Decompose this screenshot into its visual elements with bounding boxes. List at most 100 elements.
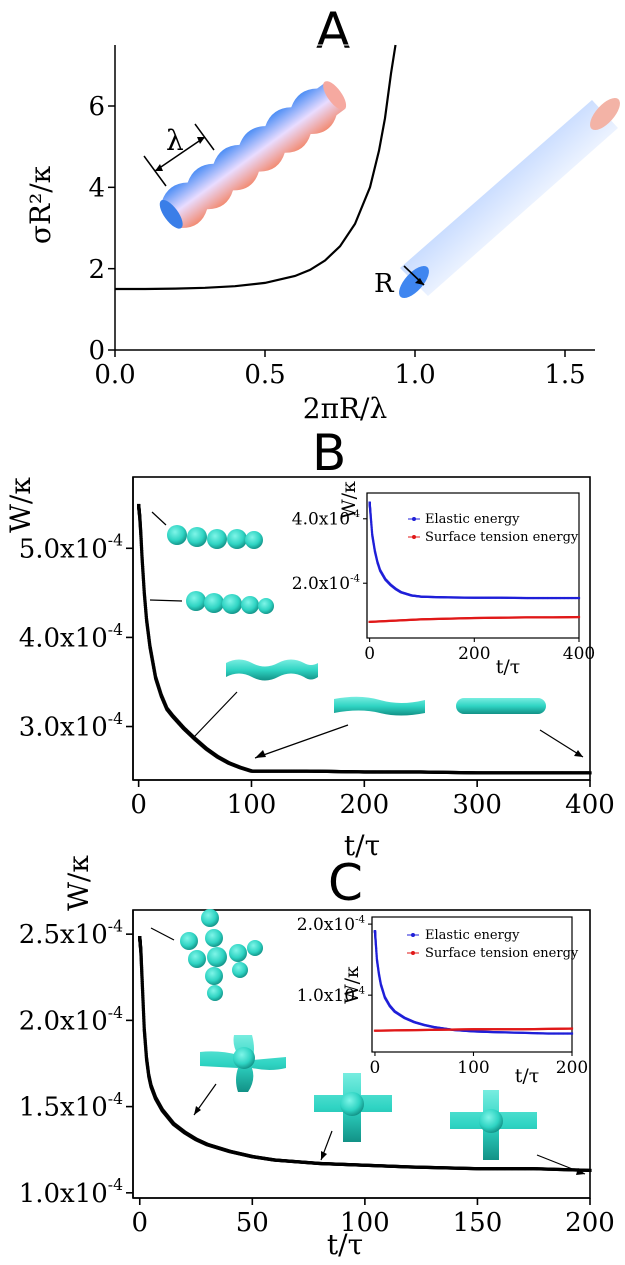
panel-b-point: [139, 538, 143, 542]
panel-c-point: [139, 954, 143, 958]
panel-c-point: [140, 968, 144, 972]
inset-b-elastic-point: [371, 538, 375, 541]
inset-c-elastic-point: [376, 963, 379, 966]
panel-c-point: [140, 976, 144, 980]
arrowhead-c3: [321, 1151, 327, 1160]
inset-b-elastic-point: [509, 596, 512, 599]
panel-b-point: [140, 561, 145, 565]
inset-c-elastic-point: [564, 1032, 567, 1035]
inset-b-elastic-point: [513, 596, 517, 600]
inset-c-elastic-point: [527, 1031, 530, 1035]
panel-c-point: [141, 999, 145, 1004]
inset-b-elastic-point: [525, 596, 528, 600]
panel-a-letter: A: [316, 2, 350, 60]
inset-b-elastic-point: [539, 596, 542, 600]
panel-b-xlabel: t/τ: [344, 829, 380, 862]
panel-c-point: [141, 1005, 145, 1009]
panel-c-point: [139, 956, 143, 960]
inset-c-ylabel: W/κ: [341, 966, 363, 1004]
straight-tube-illustration: [399, 97, 620, 299]
panel-b-point: [146, 630, 150, 634]
inset-b-elastic-point: [501, 596, 504, 599]
panel-c-point: [140, 974, 144, 978]
inset-c-elastic-point: [550, 1032, 553, 1035]
panel-c-point: [142, 1015, 146, 1020]
panel-b-point: [139, 542, 143, 546]
inset-b-elastic-point: [372, 544, 376, 547]
inset-c-elastic-point: [517, 1031, 520, 1034]
inset-b-elastic-point: [375, 558, 379, 561]
inset-b-elastic-point: [554, 596, 558, 600]
inset-b-elastic-point: [369, 511, 372, 515]
inset-c-elastic-point: [539, 1032, 542, 1035]
panel-c-point: [143, 1043, 148, 1047]
inset-b-ytick-label: 4.0x10-4: [292, 509, 360, 530]
inset-c-elastic-point: [375, 949, 378, 953]
radius-arrowhead: [415, 278, 424, 285]
inset-c-elastic-point: [531, 1031, 534, 1035]
inset-c-elastic-point: [525, 1031, 528, 1035]
panel-b-point: [144, 609, 148, 613]
inset-b-elastic-point: [553, 596, 556, 600]
inset-c-xtick-label: 0: [370, 1058, 381, 1078]
inset-b-elastic-point: [370, 527, 373, 530]
panel-c-point: [143, 1036, 147, 1040]
inset-c-elastic-point: [537, 1032, 540, 1035]
panel-a-xtick-label: 0.0: [94, 360, 135, 390]
inset-c-elastic-point: [377, 972, 380, 975]
panel-b-letter: B: [312, 424, 346, 482]
inset-c-xtick-label: 100: [457, 1058, 489, 1078]
panel-c-point: [144, 1053, 148, 1057]
panel-c-ylabel: W/κ: [62, 855, 95, 911]
inset-c-elastic-point: [549, 1032, 552, 1035]
panel-c-point: [141, 997, 145, 1001]
panel-c-ytick-label: 1.5x10-4: [19, 1090, 123, 1123]
panel-b-point: [147, 637, 151, 641]
inset-c-elastic-point: [374, 945, 378, 948]
inset-c-xtick-label: 200: [556, 1058, 588, 1078]
inset-b-elastic-point: [372, 541, 375, 544]
inset-b-elastic-point: [523, 596, 526, 600]
inset-b-surface-point: [577, 615, 581, 619]
panel-b-point: [147, 640, 152, 645]
legend-c-surface: Surface tension energy: [425, 946, 579, 961]
panel-b-point: [145, 625, 150, 630]
inset-b-elastic-point: [370, 522, 373, 525]
panel-b-ylabel: W/κ: [4, 477, 37, 533]
inset-c-elastic-point: [540, 1032, 543, 1035]
panel-c-xtick-label: 100: [340, 1208, 390, 1238]
inset-c-elastic-point: [375, 948, 378, 951]
inset-c-elastic-point: [552, 1032, 556, 1035]
inset-b-elastic-point: [536, 596, 540, 600]
panel-b: B 0 100 200 300 4003.0x10-44.0x10-45.0x10-4 …: [4, 424, 615, 862]
panel-c-point: [139, 959, 143, 963]
inset-c-elastic-point: [568, 1032, 571, 1035]
panel-b-point: [140, 557, 144, 561]
inset-b-elastic-point: [505, 596, 509, 599]
inset-c-series: [373, 930, 574, 1035]
inset-c-elastic-point: [547, 1032, 551, 1035]
inset-b-elastic-point: [556, 596, 559, 600]
inset-c-elastic-point: [532, 1032, 535, 1035]
inset-b-elastic-point: [568, 596, 571, 600]
inset-b-ylabel: W/κ: [338, 481, 360, 519]
panel-c-ytick-label: 2.5x10-4: [19, 918, 123, 951]
panel-c-point: [144, 1051, 148, 1055]
slightly-wavy-cylinder-b: [334, 696, 425, 716]
arrowhead-b5: [574, 750, 583, 757]
inset-b-elastic-point: [515, 596, 518, 600]
panel-c-point: [143, 1037, 147, 1042]
panel-b-point: [144, 611, 148, 615]
arrow-b4: [254, 724, 349, 759]
panel-b-point: [141, 577, 146, 581]
inset-b-elastic-point: [572, 596, 575, 600]
radius-label: R: [374, 269, 395, 299]
panel-c-point: [140, 985, 145, 989]
inset-c-elastic-point: [377, 970, 380, 974]
inset-b-elastic-point: [504, 596, 507, 599]
straight-cylinder-b: [456, 698, 546, 714]
panel-c-point: [144, 1047, 148, 1051]
inset-c-elastic-point: [520, 1031, 523, 1034]
panel-a: A 0.0 0.5 1.0 1.5 0 2 4 6 2πR/λ σR²/κ λ R: [24, 2, 620, 425]
inset-b-elastic-point: [369, 516, 372, 519]
